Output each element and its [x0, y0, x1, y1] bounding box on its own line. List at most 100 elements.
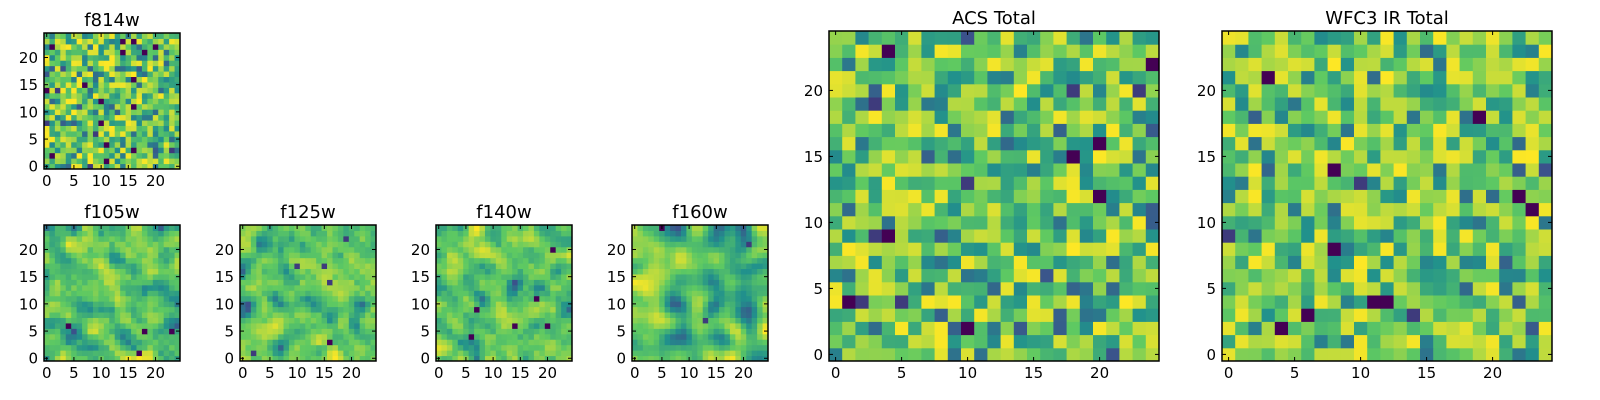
heatmap-cell	[76, 65, 83, 72]
heatmap-cell	[1274, 308, 1289, 322]
heatmap-cell	[163, 230, 170, 237]
heatmap-cell	[278, 225, 285, 231]
heatmap-cell	[1420, 347, 1434, 362]
heatmap-cell	[343, 263, 350, 270]
heatmap-cell	[245, 246, 252, 253]
heatmap-cell	[533, 257, 540, 264]
heatmap-cell	[1367, 70, 1381, 85]
heatmap-cell	[479, 230, 486, 237]
heatmap-cell	[125, 230, 132, 237]
heatmap-cell	[637, 241, 644, 248]
heatmap-cell	[44, 339, 50, 346]
heatmap-cell	[921, 268, 936, 283]
heatmap-cell	[1040, 31, 1054, 45]
heatmap-cell	[60, 306, 67, 313]
heatmap-cell	[934, 334, 949, 349]
heatmap-cell	[370, 290, 377, 297]
heatmap-cell	[1538, 31, 1553, 45]
heatmap-cell	[163, 225, 170, 231]
heatmap-cell	[691, 312, 698, 318]
heatmap-cell	[691, 273, 698, 280]
heatmap-cell	[463, 295, 470, 302]
heatmap-cell	[713, 339, 720, 346]
heatmap-cell	[1027, 242, 1041, 256]
heatmap-cell	[114, 76, 121, 83]
heatmap-cell	[740, 295, 747, 302]
heatmap-cell	[152, 71, 159, 78]
heatmap-cell	[1538, 229, 1553, 243]
heatmap-cell	[103, 163, 110, 170]
heatmap-cell	[686, 312, 693, 318]
heatmap-cell	[1106, 295, 1120, 309]
heatmap-cell	[1000, 295, 1015, 309]
heatmap-cell	[1459, 136, 1474, 151]
heatmap-cell	[87, 339, 94, 346]
heatmap-cell	[141, 279, 148, 286]
heatmap-cell	[523, 306, 529, 313]
heatmap-cell	[87, 76, 94, 83]
heatmap-cell	[1040, 189, 1054, 204]
heatmap-cell	[163, 87, 170, 94]
heatmap-cell	[120, 241, 127, 248]
y-tick-label: 20	[411, 241, 430, 259]
heatmap-cell	[141, 257, 148, 264]
heatmap-cell	[131, 71, 137, 78]
heatmap-cell	[141, 33, 148, 39]
heatmap-cell	[664, 230, 671, 237]
heatmap-cell	[141, 344, 148, 351]
heatmap-cell	[141, 268, 148, 275]
heatmap-cell	[278, 268, 285, 275]
heatmap-cell	[675, 290, 682, 297]
heatmap-cell	[533, 284, 540, 291]
heatmap-cell	[1053, 149, 1068, 164]
heatmap-cell	[1446, 83, 1461, 98]
heatmap-cell	[1132, 242, 1147, 256]
heatmap-cell	[697, 273, 704, 280]
heatmap-cell	[76, 92, 83, 99]
heatmap-cell	[65, 246, 72, 253]
heatmap-cell	[87, 235, 94, 242]
heatmap-cell	[1066, 229, 1081, 243]
heatmap-cell	[1340, 83, 1355, 98]
heatmap-cell	[961, 123, 975, 138]
heatmap-cell	[1459, 334, 1474, 349]
heatmap-cell	[724, 328, 731, 335]
heatmap-cell	[49, 87, 56, 94]
heatmap-cell	[1261, 189, 1276, 204]
heatmap-cell	[670, 306, 677, 313]
heatmap-cell	[370, 284, 377, 291]
heatmap-cell	[479, 339, 486, 346]
heatmap-cell	[708, 355, 715, 362]
heatmap-cell	[490, 279, 497, 286]
heatmap-cell	[65, 114, 72, 121]
heatmap-cell	[141, 120, 148, 126]
heatmap-cell	[65, 49, 72, 56]
heatmap-cell	[670, 241, 677, 248]
heatmap-cell	[141, 109, 148, 116]
heatmap-cell	[1013, 215, 1028, 230]
heatmap-cell	[261, 279, 268, 286]
heatmap-cell	[60, 273, 67, 280]
heatmap-cell	[1525, 268, 1540, 283]
heatmap-cell	[87, 120, 94, 126]
heatmap-cell	[757, 273, 764, 280]
heatmap-cell	[136, 38, 143, 45]
heatmap-cell	[934, 149, 949, 164]
heatmap-cell	[114, 81, 121, 88]
heatmap-cell	[1380, 57, 1395, 72]
heatmap-cell	[463, 339, 470, 346]
heatmap-cell	[54, 125, 61, 132]
y-tick-label: 0	[813, 346, 823, 364]
heatmap-cell	[1013, 31, 1028, 45]
heatmap-cell	[855, 321, 870, 336]
heatmap-cell	[310, 350, 317, 357]
heatmap-cell	[947, 229, 962, 243]
heatmap-cell	[653, 333, 660, 340]
heatmap-cell	[1145, 44, 1160, 58]
heatmap-cell	[1525, 281, 1540, 296]
heatmap-cell	[555, 241, 562, 248]
heatmap-cell	[555, 339, 562, 346]
heatmap-cell	[539, 230, 546, 237]
heatmap-cell	[267, 284, 274, 291]
heatmap-cell	[517, 279, 524, 286]
